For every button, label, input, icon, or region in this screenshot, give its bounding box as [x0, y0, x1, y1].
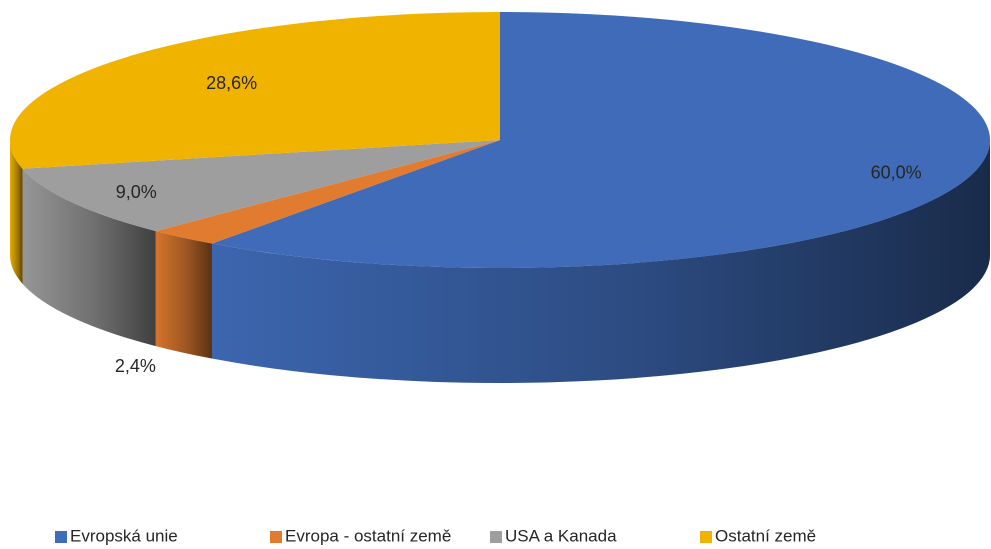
legend-swatch: [700, 531, 712, 543]
legend-label: USA a Kanada: [505, 526, 617, 545]
side-shade: [211, 140, 990, 383]
side-shade: [22, 168, 156, 347]
slice: [155, 140, 500, 244]
slice: [22, 140, 500, 232]
legend-swatch: [55, 531, 67, 543]
data-label: 2,4%: [115, 356, 156, 376]
legend-swatch: [270, 531, 282, 543]
legend-label: Ostatní země: [715, 526, 816, 545]
data-label: 9,0%: [116, 182, 157, 202]
legend-label: Evropská unie: [70, 526, 178, 545]
data-label: 60,0%: [871, 162, 922, 182]
slice: [10, 12, 501, 169]
side-shade: [10, 140, 23, 284]
legend-swatch: [490, 531, 502, 543]
slice: [211, 12, 991, 269]
legend-label: Evropa - ostatní země: [285, 526, 451, 545]
data-label: 28,6%: [206, 73, 257, 93]
side-shade: [155, 231, 212, 359]
